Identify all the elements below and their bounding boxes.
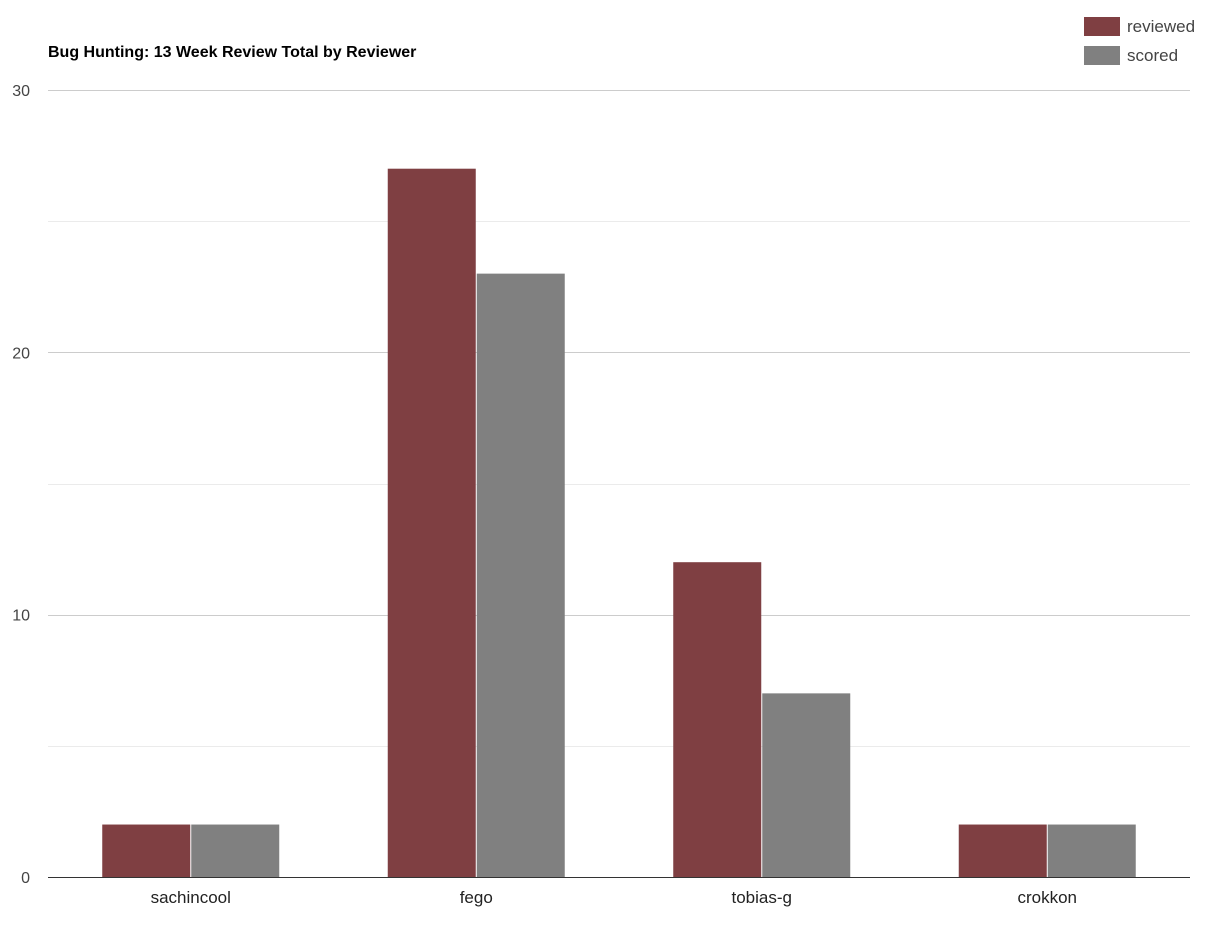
y-tick-label: 0 [21,870,30,887]
legend-swatch-reviewed [1084,17,1120,36]
legend-label-scored: scored [1127,46,1178,65]
x-axis-ticks: sachincool fego tobias-g crokkon [151,888,1077,907]
y-tick-label: 30 [12,83,30,100]
x-tick-label: fego [460,888,493,907]
bar-scored-fego [476,273,565,878]
y-axis-ticks: 0 10 20 30 [12,83,30,887]
bar-reviewed-tobias-g [673,562,762,877]
bar-reviewed-fego [387,168,476,877]
gridlines [48,90,1190,747]
bar-reviewed-sachincool [102,824,191,877]
bar-scored-tobias-g [762,693,851,877]
bar-reviewed-crokkon [958,824,1047,877]
legend-label-reviewed: reviewed [1127,17,1195,36]
legend: reviewed scored [1084,17,1195,65]
y-tick-label: 20 [12,345,30,362]
bar-scored-sachincool [191,824,280,877]
x-tick-label: crokkon [1017,888,1077,907]
bar-scored-crokkon [1047,824,1136,877]
legend-swatch-scored [1084,46,1120,65]
x-tick-label: sachincool [151,888,231,907]
chart-title: Bug Hunting: 13 Week Review Total by Rev… [48,44,416,61]
bars [102,168,1136,878]
y-tick-label: 10 [12,608,30,625]
x-tick-label: tobias-g [732,888,792,907]
